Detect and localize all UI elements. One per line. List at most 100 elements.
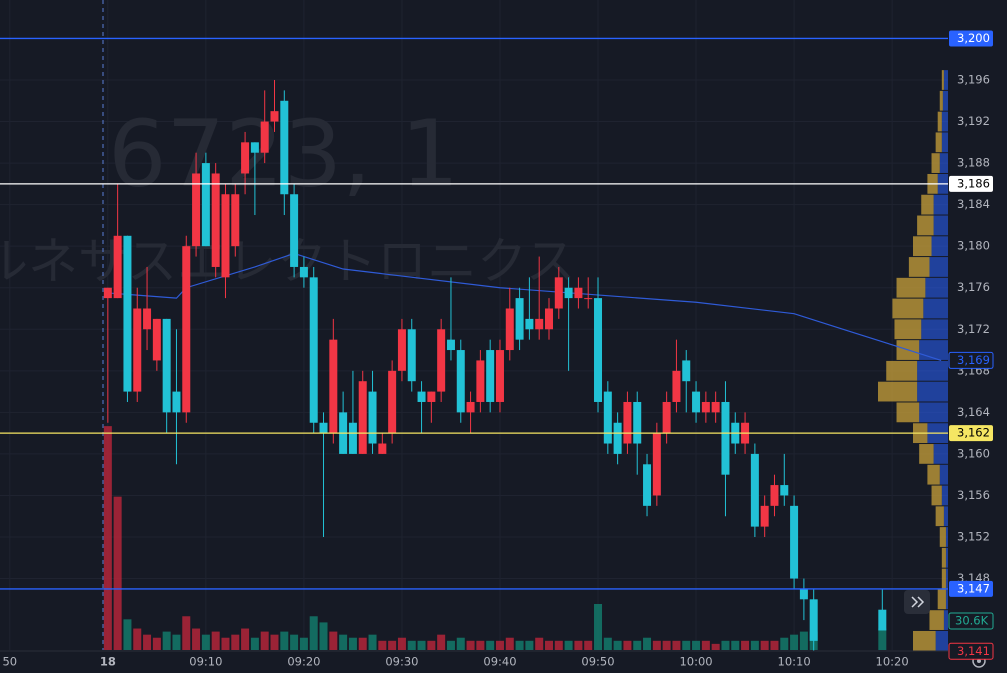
candle-body [299, 266, 308, 278]
x-tick-label: 09:40 [483, 655, 516, 669]
candle-body [280, 100, 289, 195]
candle-body [123, 235, 132, 392]
profile-down [927, 464, 940, 485]
profile-up [945, 589, 948, 610]
y-tick-label: 3,196 [957, 73, 990, 87]
profile-up [933, 194, 948, 215]
price-tag: 3,186 [957, 176, 990, 190]
candle-body [525, 318, 534, 330]
candle-body [564, 287, 573, 299]
profile-up [945, 527, 948, 547]
volume-bar [682, 640, 691, 650]
volume-bar [221, 637, 230, 650]
x-tick-label: 50 [2, 655, 17, 669]
candle-body [603, 391, 612, 444]
candle-body [103, 287, 112, 299]
volume-bar [633, 640, 642, 650]
volume-bar [290, 634, 299, 650]
candle-body [476, 360, 485, 402]
volume-bar [299, 637, 308, 650]
profile-up [945, 547, 948, 568]
candle-body [329, 339, 338, 434]
candle-body [623, 401, 632, 444]
volume-bar [535, 637, 544, 650]
scroll-button[interactable] [904, 590, 930, 614]
profile-up [921, 319, 948, 340]
volume-bar [554, 640, 563, 650]
candle-body [241, 142, 250, 174]
y-tick-label: 3,160 [957, 446, 990, 460]
candle-body [388, 370, 397, 434]
candle-body [711, 401, 720, 413]
scroll-icon[interactable] [911, 596, 925, 608]
candle-body [231, 194, 240, 247]
volume-bar [544, 640, 553, 650]
volume-bar [495, 640, 504, 650]
candle-body [456, 350, 465, 413]
profile-up [935, 630, 948, 651]
volume-bar [427, 640, 436, 650]
candle-body [505, 308, 514, 351]
settings-icon-dot[interactable] [977, 659, 981, 663]
volume-bar [770, 640, 779, 650]
candle-body [633, 401, 642, 444]
volume-bar [515, 640, 524, 650]
candle-body [446, 339, 455, 351]
profile-up [933, 215, 948, 236]
volume-bar [162, 631, 171, 650]
volume-bar [731, 640, 740, 650]
volume-bar [790, 634, 799, 650]
candle-body [613, 422, 622, 454]
volume-bar [594, 604, 603, 650]
candle-body [368, 391, 377, 444]
profile-down [896, 277, 926, 298]
profile-up [941, 111, 948, 132]
volume-tag-bg [948, 612, 994, 630]
profile-down [894, 319, 922, 340]
candle-body [750, 453, 759, 527]
candle-body [584, 298, 593, 300]
candle-body [701, 401, 710, 413]
candle-body [152, 318, 161, 361]
candle-body [466, 401, 475, 413]
profile-down [941, 70, 944, 90]
volume-bar [260, 631, 269, 650]
profile-down [935, 132, 942, 153]
candle-body [692, 391, 701, 413]
candle-body [780, 485, 789, 496]
volume-bar [388, 640, 397, 650]
volume-bar [309, 616, 318, 650]
price-tag: 3,141 [957, 644, 990, 658]
candle-body [407, 329, 416, 382]
volume-bar [201, 634, 210, 650]
price-tag-bg [948, 642, 994, 660]
volume-bar [701, 640, 710, 650]
candle-body [143, 308, 152, 330]
candle-body [172, 391, 181, 413]
candle-body [211, 173, 220, 267]
volume-bar [437, 634, 446, 650]
profile-up [933, 444, 948, 464]
candle-body [486, 350, 495, 402]
x-tick-label: 09:20 [287, 655, 320, 669]
profile-up [941, 132, 948, 153]
volume-bar [711, 643, 720, 650]
candle-body [290, 194, 299, 267]
volume-bar [741, 640, 750, 650]
candle-body [682, 360, 691, 382]
candle-body [721, 401, 730, 475]
profile-down [941, 547, 946, 568]
volume-bar [358, 637, 367, 650]
volume-bar [231, 634, 240, 650]
candle-body [348, 422, 357, 454]
candle-body [495, 350, 504, 402]
volume-bar [133, 628, 142, 650]
x-tick-label: 09:10 [189, 655, 222, 669]
y-tick-label: 3,152 [957, 530, 990, 544]
volume-bar [250, 637, 259, 650]
profile-up [945, 568, 948, 589]
y-tick-label: 3,188 [957, 156, 990, 170]
candle-body [192, 173, 201, 247]
x-tick-label: 10:20 [876, 655, 909, 669]
candle-body [594, 298, 603, 402]
